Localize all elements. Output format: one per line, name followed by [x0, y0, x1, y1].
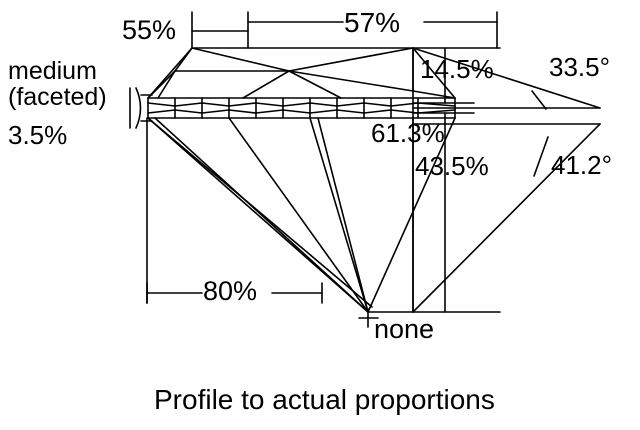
label-total-depth-percent: 61.3% [371, 118, 445, 148]
crown-angle-arc [531, 90, 547, 110]
girdle-brace-curve [135, 87, 142, 129]
crown-facet-c2 [412, 90, 456, 99]
label-star-percent: 55% [122, 15, 177, 45]
label-girdle-thickness-percent: 3.5% [8, 120, 68, 150]
crown-right-slope [412, 47, 456, 99]
label-girdle-description: medium (faceted) [8, 58, 107, 110]
pavilion-facet-from-tick6b [317, 117, 369, 313]
dimension-top-group [191, 11, 498, 49]
crown-facet-a2 [147, 70, 176, 99]
crown-angle-ray [412, 47, 601, 109]
label-pavilion-depth-percent: 43.5% [415, 151, 489, 181]
dimension-right-group [367, 47, 501, 313]
label-pavilion-angle: 41.2° [551, 150, 613, 180]
girdle-band-group [147, 97, 456, 119]
crown-facet-c1 [288, 70, 414, 92]
crown-star-facet-right [288, 47, 414, 72]
pavilion-facet-from-tick3 [228, 117, 369, 313]
diagram-caption: Profile to actual proportions [154, 384, 495, 415]
pavilion-right-main-facet [367, 117, 456, 313]
pavilion-angle-arc [533, 136, 549, 177]
label-lower-half-percent: 80% [203, 276, 258, 306]
label-table-percent: 57% [344, 7, 401, 38]
crown-facet-b2 [288, 70, 342, 99]
pavilion-facet-from-tick6 [309, 117, 369, 313]
crown-facet-a3 [157, 70, 176, 99]
dimension-bottom-group [146, 117, 323, 304]
crown-facet-b1 [242, 70, 290, 99]
pavilion-left-third-facet [154, 117, 369, 313]
angle-indicator-group [412, 47, 601, 313]
label-crown-height-percent: 14.5% [420, 54, 494, 84]
label-girdle-description-line2: (faceted) [8, 83, 107, 111]
pavilion-left-second-facet [147, 117, 373, 308]
crown-facet-a1 [174, 47, 193, 72]
label-crown-angle: 33.5° [549, 52, 611, 82]
girdle-facet-lower-zigzag [147, 109, 456, 114]
pavilion-angle-ray [412, 123, 601, 313]
label-girdle-description-line1: medium [8, 57, 97, 85]
label-culet-size: none [374, 314, 435, 344]
crown-facets-group [147, 47, 456, 99]
girdle-facet-upper-zigzag [147, 102, 456, 107]
crown-star-facet-left [191, 47, 290, 72]
